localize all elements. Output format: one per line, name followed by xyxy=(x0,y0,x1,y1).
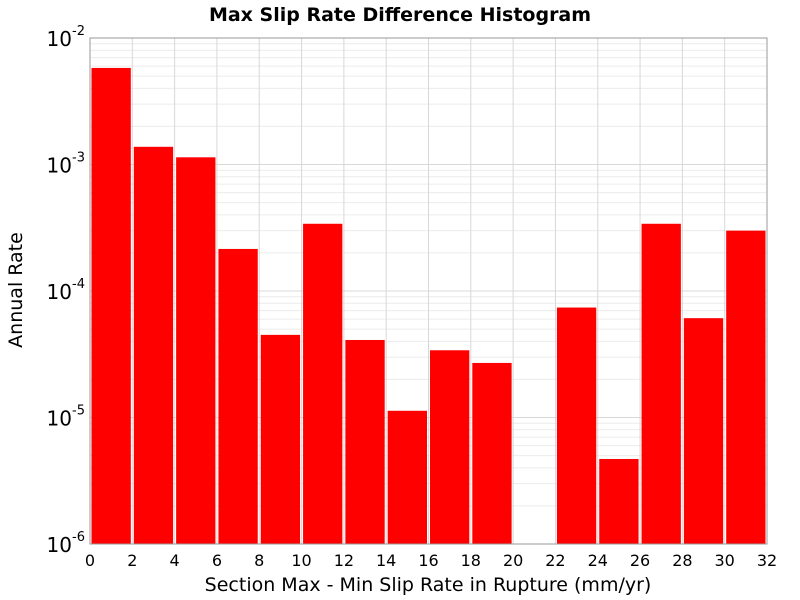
bar xyxy=(260,334,301,544)
y-tick-base: 10 xyxy=(47,533,72,557)
chart-title: Max Slip Rate Difference Histogram xyxy=(209,4,591,26)
bar xyxy=(387,410,427,544)
x-tick-label: 20 xyxy=(503,551,523,570)
bar xyxy=(345,339,385,544)
x-tick-labels: 0 2 4 6 8 10 12 14 16 18 20 22 24 26 28 30 32 xyxy=(85,551,777,570)
x-tick-label: 26 xyxy=(630,551,650,570)
x-tick-label: 10 xyxy=(291,551,311,570)
y-tick-labels: 10-610-510-410-310-2 xyxy=(47,24,85,557)
y-tick-label: 10 -4 xyxy=(47,277,85,304)
bar xyxy=(303,223,343,544)
bar xyxy=(599,458,639,544)
x-tick-label: 4 xyxy=(170,551,180,570)
x-tick-label: 22 xyxy=(545,551,565,570)
bar xyxy=(218,248,258,544)
bar xyxy=(176,157,216,545)
x-tick-label: 18 xyxy=(461,551,481,570)
x-tick-label: 6 xyxy=(212,551,222,570)
x-tick-label: 8 xyxy=(254,551,264,570)
bar xyxy=(133,146,174,544)
bar xyxy=(430,350,470,544)
bars xyxy=(91,67,766,545)
x-tick-label: 28 xyxy=(672,551,692,570)
x-tick-label: 32 xyxy=(757,551,777,570)
x-tick-label: 2 xyxy=(127,551,137,570)
y-tick-exponent: -6 xyxy=(72,530,85,545)
y-tick-label: 10 -5 xyxy=(47,404,85,431)
y-tick-exponent: -4 xyxy=(72,277,85,292)
bar xyxy=(472,362,512,544)
y-tick-exponent: -5 xyxy=(72,404,85,419)
y-tick-base: 10 xyxy=(47,280,72,304)
bar xyxy=(91,67,131,544)
y-tick-label: 10 -3 xyxy=(47,151,85,178)
y-tick-exponent: -2 xyxy=(72,24,85,39)
x-tick-label: 30 xyxy=(715,551,735,570)
bar xyxy=(556,307,597,544)
y-tick-base: 10 xyxy=(47,27,72,51)
x-tick-label: 16 xyxy=(418,551,438,570)
plot-frame xyxy=(89,37,768,545)
y-axis-label: Annual Rate xyxy=(5,232,27,348)
x-tick-label: 12 xyxy=(334,551,354,570)
y-tick-base: 10 xyxy=(47,407,72,431)
y-tick-exponent: -3 xyxy=(72,151,85,166)
x-tick-label: 0 xyxy=(85,551,95,570)
bar xyxy=(641,223,681,544)
y-tick-base: 10 xyxy=(47,154,72,178)
x-tick-label: 24 xyxy=(588,551,608,570)
y-tick-label: 10 -2 xyxy=(47,24,85,51)
x-tick-label: 14 xyxy=(376,551,396,570)
x-axis-label: Section Max - Min Slip Rate in Rupture (… xyxy=(205,574,652,596)
bar xyxy=(683,318,724,544)
y-tick-label: 10 -6 xyxy=(47,530,85,557)
bar xyxy=(726,230,766,544)
